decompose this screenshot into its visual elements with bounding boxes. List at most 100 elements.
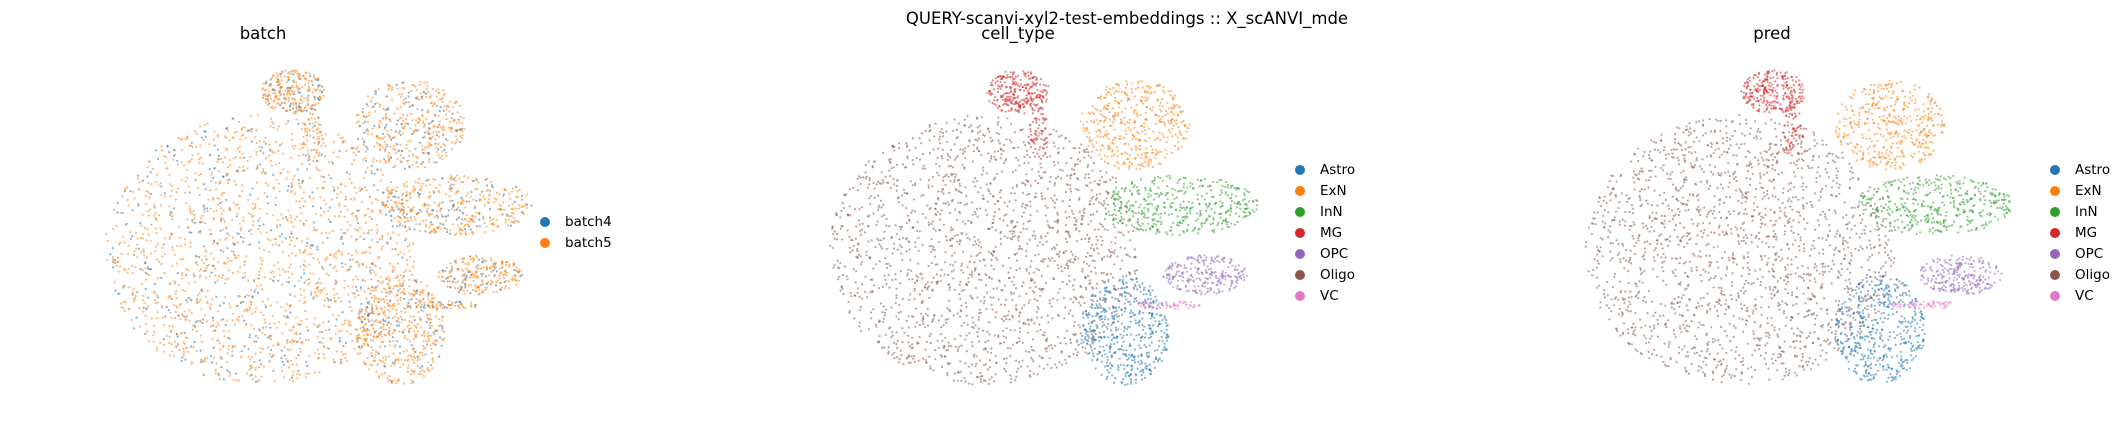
scatter-point (1040, 275, 1043, 278)
scatter-point (978, 359, 982, 362)
scatter-point (324, 145, 327, 148)
scatter-point (982, 169, 985, 172)
scatter-point (388, 329, 391, 333)
scatter-point (370, 345, 373, 349)
scatter-point (282, 315, 286, 318)
scatter-point (247, 212, 250, 215)
scatter-point (385, 323, 389, 327)
scatter-point (415, 129, 419, 132)
scatter-point (187, 282, 190, 285)
scatter-point (473, 180, 476, 183)
scatter-point (1103, 199, 1106, 202)
scatter-point (310, 105, 313, 108)
scatter-point (428, 183, 432, 186)
scatter-point (441, 154, 444, 157)
scatter-point (450, 148, 453, 151)
scatter-point (487, 274, 491, 277)
scatter-point (290, 138, 293, 141)
scatter-point (190, 299, 193, 302)
scatter-point (260, 172, 263, 175)
scatter-point (423, 304, 426, 307)
scatter-point (270, 348, 273, 352)
scatter-point (409, 354, 412, 357)
scatter-point (320, 134, 323, 137)
scatter-point (369, 269, 372, 272)
scatter-point (368, 300, 371, 303)
scatter-point (212, 210, 215, 213)
scatter-point (449, 262, 452, 265)
scatter-point (329, 254, 332, 257)
scatter-point (383, 306, 386, 309)
scatter-point (313, 117, 316, 120)
scatter-point (281, 107, 285, 110)
scatter-point (141, 299, 145, 302)
scatter-point (459, 135, 462, 138)
scatter-point (467, 284, 471, 287)
scatter-point (911, 209, 914, 212)
scatter-point (148, 196, 151, 199)
scatter-point (1065, 161, 1068, 165)
scatter-point (264, 304, 267, 307)
scatter-point (477, 258, 480, 261)
scatter-point (908, 345, 911, 348)
scatter-point (325, 293, 329, 296)
scatter-point (242, 156, 246, 159)
scatter-point (1084, 150, 1087, 154)
scatter-point (356, 328, 359, 331)
scatter-point (1026, 365, 1029, 368)
scatter-point (236, 203, 239, 206)
scatter-point (392, 147, 395, 150)
scatter-point (344, 263, 347, 266)
scatter-point (422, 306, 425, 309)
scatter-point (1129, 239, 1132, 242)
scatter-point (165, 167, 168, 170)
scatter-point (1010, 291, 1013, 294)
scatter-point (832, 232, 835, 235)
scatter-point (327, 218, 330, 221)
scatter-point (123, 268, 126, 271)
scatter-point (478, 218, 481, 221)
scatter-point (197, 300, 200, 303)
scatter-point (127, 268, 130, 271)
scatter-point (356, 229, 359, 232)
scatter-point (177, 314, 180, 317)
scatter-point (907, 326, 911, 329)
scatter-point (959, 131, 963, 134)
scatter-point (363, 186, 367, 189)
scatter-point (170, 343, 173, 346)
scatter-point (370, 210, 374, 213)
scatter-point (966, 236, 969, 239)
scatter-point (382, 132, 385, 135)
scatter-point (903, 191, 906, 195)
scatter-point (419, 192, 422, 195)
scatter-point (494, 262, 497, 265)
scatter-point (190, 158, 193, 161)
scatter-point (278, 162, 281, 165)
scatter-point (366, 357, 369, 360)
scatter-point (317, 325, 320, 328)
scatter-point (481, 257, 484, 260)
scatter-point (1069, 298, 1072, 301)
scatter-point (363, 251, 366, 254)
scatter-point (144, 332, 147, 335)
scatter-point (398, 321, 401, 324)
scatter-point (184, 318, 187, 321)
scatter-point (979, 300, 983, 303)
scatter-point (934, 202, 937, 205)
scatter-point (892, 177, 895, 180)
scatter-point (317, 135, 320, 138)
scatter-point (1087, 240, 1090, 243)
scatter-point (287, 361, 290, 364)
scatter-point (362, 115, 366, 118)
scatter-point (421, 369, 424, 372)
scatter-point (219, 180, 222, 183)
scatter-point (971, 129, 974, 132)
scatter-point (1076, 339, 1079, 342)
scatter-point (158, 214, 161, 217)
scatter-point (439, 222, 442, 225)
scatter-point (174, 292, 177, 295)
scatter-point (155, 149, 158, 152)
scatter-point (390, 192, 393, 195)
scatter-point (495, 281, 498, 284)
scatter-point (271, 270, 275, 273)
